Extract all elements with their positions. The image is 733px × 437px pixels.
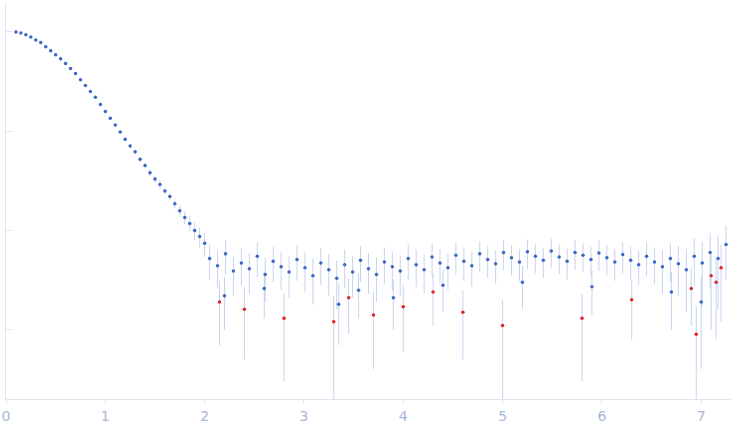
svg-text:7: 7 <box>697 408 706 424</box>
svg-text:4: 4 <box>399 408 408 424</box>
svg-text:0: 0 <box>2 408 11 424</box>
svg-text:6: 6 <box>597 408 606 424</box>
svg-text:1: 1 <box>101 408 110 424</box>
svg-text:5: 5 <box>498 408 507 424</box>
svg-text:3: 3 <box>299 408 308 424</box>
svg-text:2: 2 <box>200 408 209 424</box>
